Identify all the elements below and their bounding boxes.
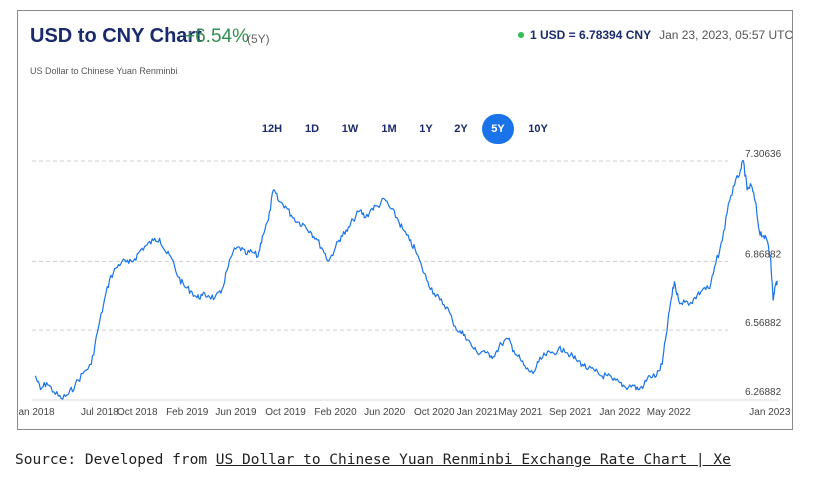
x-tick-label: Jan 2023 xyxy=(749,407,791,418)
y-tick-label: 6.86882 xyxy=(745,249,782,260)
chart-panel: USD to CNY Chart +6.54% (5Y) US Dollar t… xyxy=(17,10,793,430)
x-tick-label: May 2021 xyxy=(498,407,542,418)
tab-1y[interactable]: 1Y xyxy=(419,123,433,135)
x-tick-label: Jan 2021 xyxy=(457,407,499,418)
x-tick-label: Jul 2018 xyxy=(81,407,119,418)
live-dot-icon xyxy=(518,31,524,38)
tab-1m[interactable]: 1M xyxy=(381,123,397,135)
tab-10y[interactable]: 10Y xyxy=(528,123,548,135)
rate-timestamp: Jan 23, 2023, 05:57 UTC xyxy=(659,28,794,42)
x-tick-label: Jun 2019 xyxy=(215,407,257,418)
tab-1w[interactable]: 1W xyxy=(341,123,359,135)
x-tick-label: Oct 2020 xyxy=(414,407,455,418)
x-tick-label: Oct 2018 xyxy=(117,407,158,418)
source-caption: Source: Developed from US Dollar to Chin… xyxy=(15,452,731,468)
x-tick-label: May 2022 xyxy=(647,407,691,418)
series-line xyxy=(34,159,778,400)
rate-value: 1 USD = 6.78394 CNY xyxy=(530,28,652,42)
x-tick-label: Feb 2020 xyxy=(314,407,357,418)
source-prefix: Source: Developed from xyxy=(15,452,216,468)
tab-12h[interactable]: 12H xyxy=(261,123,283,135)
y-tick-label: 6.26882 xyxy=(745,387,782,398)
period-label: (5Y) xyxy=(247,32,270,46)
chart-title: USD to CNY Chart xyxy=(30,25,202,47)
y-tick-label: 7.30636 xyxy=(745,149,782,160)
tab-1d[interactable]: 1D xyxy=(304,123,320,135)
chart-subtitle: US Dollar to Chinese Yuan Renminbi xyxy=(30,66,178,76)
x-tick-label: Jan 2018 xyxy=(18,407,55,418)
percent-change: +6.54% xyxy=(184,26,249,47)
tab-5y[interactable]: 5Y xyxy=(482,114,514,144)
x-tick-label: Feb 2019 xyxy=(166,407,209,418)
x-tick-label: Jan 2022 xyxy=(599,407,641,418)
x-tick-label: Sep 2021 xyxy=(549,407,592,418)
live-rate: 1 USD = 6.78394 CNY Jan 23, 2023, 05:57 U… xyxy=(518,28,793,42)
tab-2y[interactable]: 2Y xyxy=(454,123,468,135)
line-chart: 6.26882 6.56882 6.86882 7.30636 Jan 2018 Jul … xyxy=(18,149,791,418)
x-tick-label: Jun 2020 xyxy=(364,407,406,418)
y-tick-label: 6.56882 xyxy=(745,318,782,329)
x-tick-label: Oct 2019 xyxy=(265,407,306,418)
source-link[interactable]: US Dollar to Chinese Yuan Renminbi Excha… xyxy=(215,452,731,468)
